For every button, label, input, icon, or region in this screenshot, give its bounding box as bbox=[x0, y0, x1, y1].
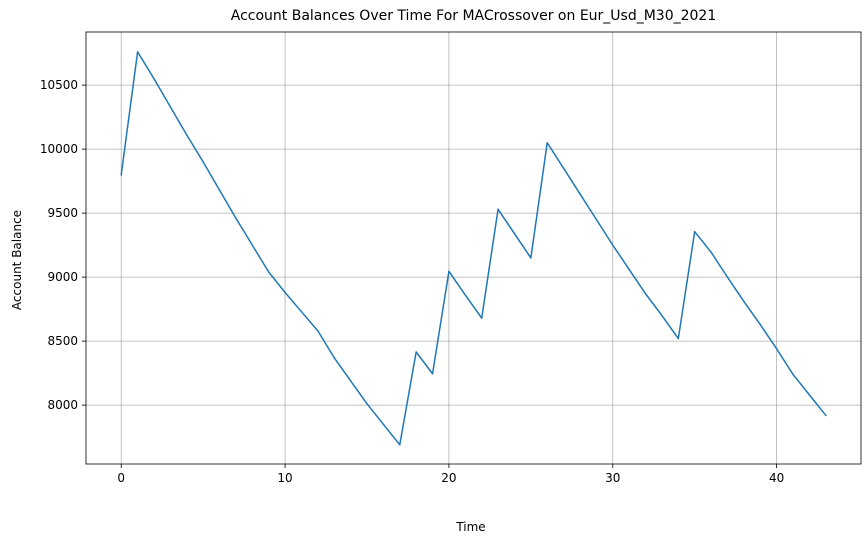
data-point bbox=[530, 257, 532, 259]
data-point bbox=[169, 106, 172, 108]
data-point bbox=[677, 337, 680, 340]
data-point bbox=[349, 380, 352, 382]
data-point bbox=[644, 293, 647, 295]
data-point bbox=[595, 218, 598, 221]
data-point bbox=[267, 271, 270, 273]
data-point bbox=[497, 208, 499, 211]
data-point bbox=[546, 141, 548, 144]
data-point bbox=[415, 351, 417, 353]
data-point bbox=[120, 173, 122, 176]
x-tick-label: 40 bbox=[769, 471, 784, 485]
data-point bbox=[448, 270, 450, 273]
data-point bbox=[284, 291, 286, 294]
data-point bbox=[808, 394, 811, 396]
data-point bbox=[317, 330, 319, 332]
x-tick-label: 0 bbox=[117, 471, 125, 485]
data-point bbox=[366, 403, 368, 405]
y-tick-label: 9500 bbox=[47, 206, 78, 220]
data-point bbox=[186, 134, 188, 136]
plot-frame bbox=[85, 31, 862, 465]
data-point bbox=[710, 251, 712, 253]
data-point bbox=[513, 232, 516, 235]
y-axis-label: Account Balance bbox=[10, 210, 24, 310]
data-point bbox=[136, 51, 139, 53]
data-point bbox=[775, 348, 778, 350]
x-tick-label: 30 bbox=[605, 471, 620, 485]
y-tick-label: 10000 bbox=[40, 142, 78, 156]
data-point bbox=[251, 244, 254, 246]
series-layer bbox=[120, 51, 827, 446]
x-tick-label: 10 bbox=[277, 471, 292, 485]
data-point bbox=[202, 161, 204, 163]
data-point bbox=[235, 217, 237, 219]
data-point bbox=[825, 414, 827, 417]
data-point bbox=[382, 423, 385, 426]
x-tick-label: 20 bbox=[441, 471, 456, 485]
data-point bbox=[480, 317, 483, 319]
data-point bbox=[792, 373, 794, 376]
y-tick-label: 8000 bbox=[47, 398, 78, 412]
y-tick-label: 8500 bbox=[47, 334, 78, 348]
y-tick-label: 10500 bbox=[40, 78, 78, 92]
data-point bbox=[153, 77, 155, 80]
data-point bbox=[693, 230, 696, 233]
x-axis-ticks: 0 10 20 30 40 bbox=[117, 464, 784, 485]
data-point bbox=[579, 193, 581, 195]
data-point bbox=[333, 357, 335, 359]
chart-title: Account Balances Over Time For MACrossov… bbox=[231, 8, 717, 24]
grid bbox=[86, 32, 861, 464]
data-point bbox=[464, 294, 467, 296]
data-point bbox=[300, 310, 303, 313]
data-point bbox=[628, 268, 630, 271]
y-axis-ticks: 8000 8500 9000 9500 10000 10500 bbox=[40, 78, 86, 412]
series-line bbox=[120, 51, 827, 446]
x-axis-label: Time bbox=[455, 520, 485, 534]
y-tick-label: 9000 bbox=[47, 270, 78, 284]
data-point bbox=[218, 189, 221, 191]
data-point bbox=[743, 300, 745, 303]
data-point bbox=[726, 276, 729, 278]
data-point bbox=[661, 314, 663, 317]
data-point bbox=[399, 444, 401, 446]
data-point bbox=[431, 373, 434, 375]
data-point bbox=[612, 244, 614, 246]
data-point bbox=[759, 323, 761, 326]
data-point bbox=[562, 167, 565, 170]
